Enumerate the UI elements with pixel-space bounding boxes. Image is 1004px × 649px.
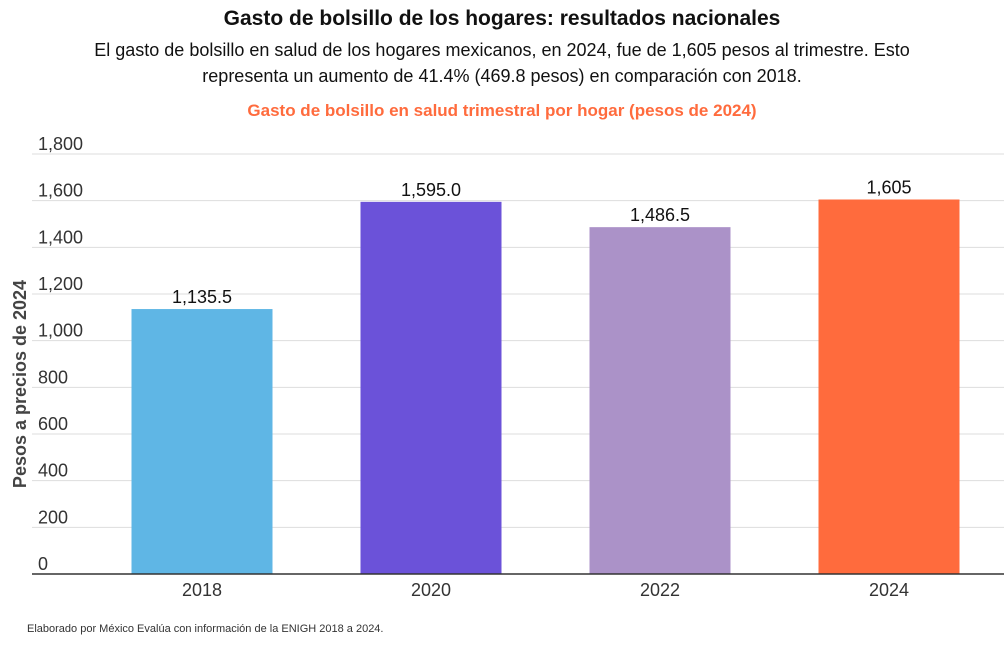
y-tick-label: 1,600 [38,181,83,201]
bar-2024 [818,199,960,574]
data-label: 1,486.5 [630,205,690,225]
data-labels: 1,135.5 1,595.0 1,486.5 1,605 [172,178,912,308]
y-tick-label: 600 [38,414,68,434]
x-tick-label: 2024 [869,580,909,600]
y-tick-label: 0 [38,554,48,574]
source-note: Elaborado por México Evalúa con informac… [27,623,384,635]
x-tick-label: 2020 [411,580,451,600]
bar-2020 [360,201,502,575]
y-tick-label: 400 [38,461,68,481]
y-axis-ticks: 0 200 400 600 800 1,000 1,200 1,400 1,600 1,800 [38,134,83,574]
x-tick-label: 2022 [640,580,680,600]
data-label: 1,595.0 [401,180,461,200]
y-tick-label: 800 [38,367,68,387]
y-tick-label: 1,000 [38,321,83,341]
y-tick-label: 1,200 [38,274,83,294]
bars [131,199,960,575]
data-label: 1,135.5 [172,287,232,307]
y-tick-label: 1,400 [38,227,83,247]
bar-2022 [589,227,731,574]
page-title: Gasto de bolsillo de los hogares: result… [223,7,781,30]
data-label: 1,605 [866,178,911,198]
chart-title: Gasto de bolsillo en salud trimestral po… [247,101,757,120]
y-tick-label: 1,800 [38,134,83,154]
page-subtitle: El gasto de bolsillo en salud de los hog… [94,40,910,86]
bar-2018 [131,309,273,574]
x-tick-label: 2018 [182,580,222,600]
y-tick-label: 200 [38,507,68,527]
y-axis-title: Pesos a precios de 2024 [10,280,30,488]
x-axis-ticks: 2018 2020 2022 2024 [182,580,909,600]
